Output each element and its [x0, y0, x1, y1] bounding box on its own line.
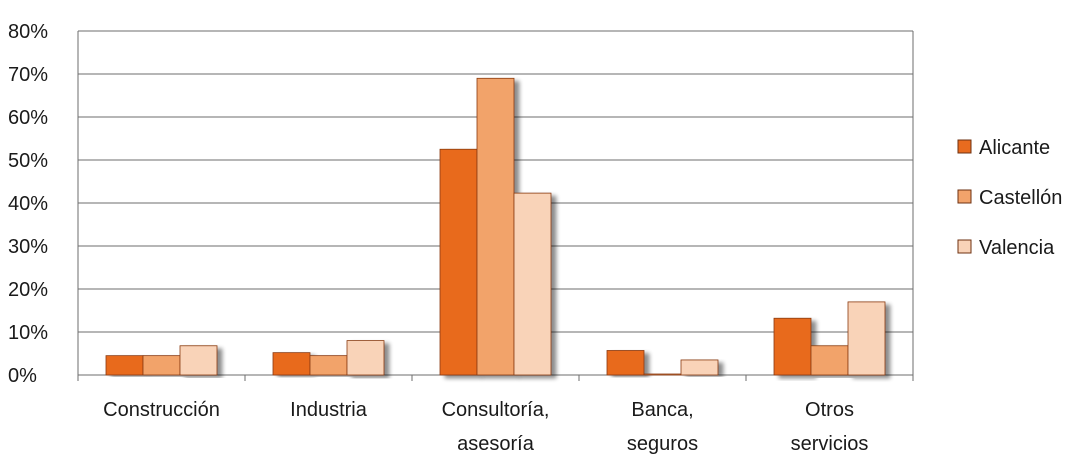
legend-swatch: [957, 139, 972, 154]
bar: [179, 345, 218, 376]
bar: [513, 192, 552, 376]
bar: [606, 350, 645, 376]
legend-label: Alicante: [979, 137, 1050, 159]
y-tick-label: 30%: [8, 236, 48, 258]
x-category-label: Industria: [290, 399, 368, 421]
y-tick-label: 10%: [8, 322, 48, 344]
y-axis-tick-labels: 0% 10% 20% 30% 40% 50% 60% 70% 80%: [8, 21, 48, 387]
y-tick-label: 20%: [8, 279, 48, 301]
bars: [105, 77, 886, 376]
y-tick-label: 0%: [8, 365, 37, 387]
legend: Alicante Castellón Valencia: [957, 137, 1062, 259]
legend-swatch: [957, 239, 972, 254]
x-axis-category-labels: Construcción Industria Consultoría, asesorí…: [103, 399, 868, 455]
x-category-label: Construcción: [103, 399, 220, 421]
bar: [272, 352, 311, 376]
x-category-label: Consultoría,: [442, 399, 550, 421]
bar: [680, 359, 719, 376]
x-category-label: servicios: [791, 433, 869, 455]
bar: [346, 340, 385, 376]
bar: [643, 373, 682, 376]
bar: [773, 317, 812, 376]
legend-swatch: [957, 189, 972, 204]
bar: [439, 148, 478, 376]
bar: [142, 355, 181, 376]
bar: [476, 77, 515, 376]
y-tick-label: 50%: [8, 150, 48, 172]
y-tick-label: 80%: [8, 21, 48, 43]
bar: [309, 355, 348, 376]
legend-label: Castellón: [979, 187, 1062, 209]
y-tick-label: 60%: [8, 107, 48, 129]
x-category-label: seguros: [627, 433, 698, 455]
x-category-label: Banca,: [631, 399, 693, 421]
bar: [105, 355, 144, 376]
y-tick-label: 40%: [8, 193, 48, 215]
x-category-label: Otros: [805, 399, 854, 421]
legend-label: Valencia: [979, 237, 1055, 259]
bar: [847, 301, 886, 376]
y-tick-label: 70%: [8, 64, 48, 86]
x-category-label: asesoría: [457, 433, 535, 455]
bar: [810, 345, 849, 376]
